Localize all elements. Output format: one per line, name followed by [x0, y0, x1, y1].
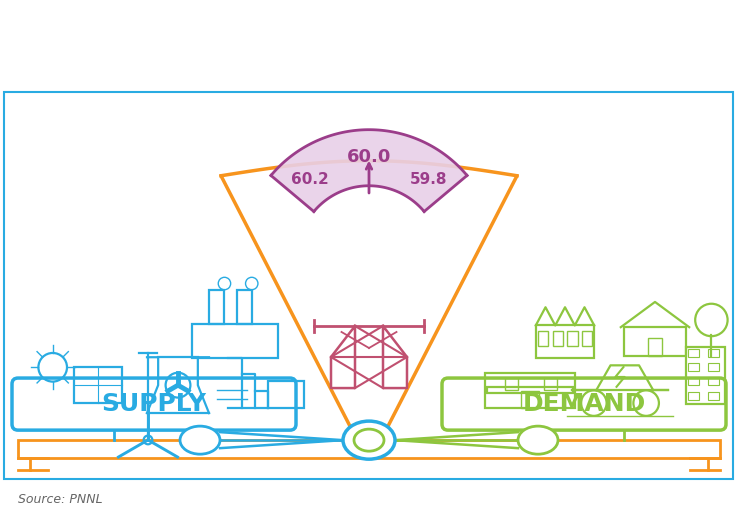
Ellipse shape	[518, 426, 558, 454]
FancyBboxPatch shape	[12, 378, 296, 430]
Text: 60.2: 60.2	[291, 173, 328, 187]
Polygon shape	[271, 130, 467, 211]
Text: DEMAND: DEMAND	[523, 392, 646, 416]
Ellipse shape	[343, 421, 395, 459]
Text: Source: PNNL: Source: PNNL	[18, 493, 103, 507]
Text: 59.8: 59.8	[410, 173, 447, 187]
FancyBboxPatch shape	[442, 378, 726, 430]
Text: SUPPLY: SUPPLY	[102, 392, 207, 416]
Ellipse shape	[180, 426, 220, 454]
Text: Balancing generation and load to maintain system frequency at all times –
shown : Balancing generation and load to maintai…	[18, 19, 636, 55]
Text: 60.0: 60.0	[347, 148, 391, 166]
